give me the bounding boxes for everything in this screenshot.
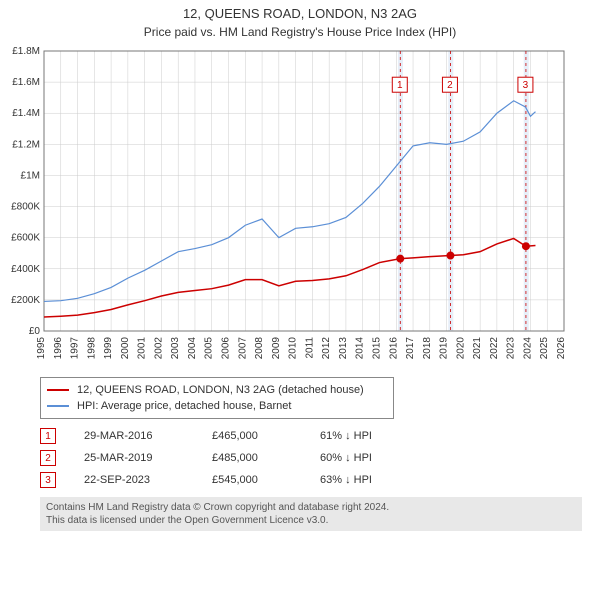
- legend-swatch-hpi: [47, 405, 69, 407]
- svg-text:£1M: £1M: [21, 170, 40, 181]
- svg-text:£1.4M: £1.4M: [12, 108, 40, 119]
- svg-text:2: 2: [447, 80, 453, 91]
- chart-legend: 12, QUEENS ROAD, LONDON, N3 2AG (detache…: [40, 377, 394, 419]
- svg-text:2025: 2025: [539, 337, 550, 360]
- svg-text:2008: 2008: [254, 337, 265, 360]
- event-marker-icon: 2: [40, 450, 56, 466]
- footer-line1: Contains HM Land Registry data © Crown c…: [46, 501, 576, 514]
- event-price: £465,000: [212, 430, 292, 442]
- legend-label: HPI: Average price, detached house, Barn…: [77, 398, 291, 414]
- svg-text:£800K: £800K: [11, 202, 40, 213]
- svg-text:1: 1: [397, 80, 403, 91]
- svg-text:2006: 2006: [221, 337, 232, 360]
- event-date: 29-MAR-2016: [84, 430, 184, 442]
- svg-text:2004: 2004: [187, 337, 198, 360]
- svg-text:1996: 1996: [53, 337, 64, 360]
- svg-text:1999: 1999: [103, 337, 114, 360]
- legend-item: HPI: Average price, detached house, Barn…: [47, 398, 387, 414]
- svg-text:1997: 1997: [70, 337, 81, 360]
- svg-text:2024: 2024: [522, 337, 533, 360]
- svg-text:2005: 2005: [204, 337, 215, 360]
- event-hpi-diff: 60% ↓ HPI: [320, 452, 372, 464]
- event-marker-icon: 1: [40, 428, 56, 444]
- event-row: 3 22-SEP-2023 £545,000 63% ↓ HPI: [40, 469, 582, 491]
- svg-text:£0: £0: [29, 326, 41, 337]
- svg-text:2021: 2021: [472, 337, 483, 360]
- events-table: 1 29-MAR-2016 £465,000 61% ↓ HPI 2 25-MA…: [40, 425, 582, 491]
- svg-text:2000: 2000: [120, 337, 131, 360]
- svg-text:2018: 2018: [422, 337, 433, 360]
- event-price: £485,000: [212, 452, 292, 464]
- event-price: £545,000: [212, 474, 292, 486]
- svg-text:2001: 2001: [137, 337, 148, 360]
- svg-text:2010: 2010: [288, 337, 299, 360]
- svg-text:2020: 2020: [455, 337, 466, 360]
- legend-item: 12, QUEENS ROAD, LONDON, N3 2AG (detache…: [47, 382, 387, 398]
- event-date: 25-MAR-2019: [84, 452, 184, 464]
- svg-text:£1.2M: £1.2M: [12, 139, 40, 150]
- svg-text:2007: 2007: [237, 337, 248, 360]
- svg-text:2009: 2009: [271, 337, 282, 360]
- svg-text:£1.6M: £1.6M: [12, 77, 40, 88]
- svg-text:2011: 2011: [304, 337, 315, 359]
- svg-text:2012: 2012: [321, 337, 332, 360]
- price-chart: 1995 1996 1997 1998 1999 2000 2001 2002 2003 2004…: [0, 43, 580, 373]
- footer-line2: This data is licensed under the Open Gov…: [46, 514, 576, 527]
- svg-text:£1.8M: £1.8M: [12, 46, 40, 57]
- event-hpi-diff: 63% ↓ HPI: [320, 474, 372, 486]
- svg-text:1995: 1995: [36, 337, 47, 360]
- event-hpi-diff: 61% ↓ HPI: [320, 430, 372, 442]
- legend-swatch-property: [47, 389, 69, 391]
- page-title: 12, QUEENS ROAD, LONDON, N3 2AG: [0, 6, 600, 21]
- svg-text:2026: 2026: [556, 337, 567, 360]
- legend-label: 12, QUEENS ROAD, LONDON, N3 2AG (detache…: [77, 382, 364, 398]
- footer-attribution: Contains HM Land Registry data © Crown c…: [40, 497, 582, 531]
- svg-text:1998: 1998: [86, 337, 97, 360]
- event-row: 1 29-MAR-2016 £465,000 61% ↓ HPI: [40, 425, 582, 447]
- svg-text:2002: 2002: [153, 337, 164, 360]
- svg-text:2016: 2016: [388, 337, 399, 360]
- svg-text:2022: 2022: [489, 337, 500, 360]
- svg-text:£200K: £200K: [11, 295, 40, 306]
- svg-text:2013: 2013: [338, 337, 349, 360]
- event-date: 22-SEP-2023: [84, 474, 184, 486]
- event-row: 2 25-MAR-2019 £485,000 60% ↓ HPI: [40, 447, 582, 469]
- event-marker-icon: 3: [40, 472, 56, 488]
- svg-text:2023: 2023: [506, 337, 517, 360]
- svg-text:2015: 2015: [371, 337, 382, 360]
- svg-text:3: 3: [523, 80, 529, 91]
- svg-text:2014: 2014: [355, 337, 366, 360]
- page-subtitle: Price paid vs. HM Land Registry's House …: [0, 25, 600, 39]
- svg-text:£600K: £600K: [11, 233, 40, 244]
- svg-text:2019: 2019: [439, 337, 450, 360]
- svg-text:2003: 2003: [170, 337, 181, 360]
- svg-text:£400K: £400K: [11, 264, 40, 275]
- svg-text:2017: 2017: [405, 337, 416, 360]
